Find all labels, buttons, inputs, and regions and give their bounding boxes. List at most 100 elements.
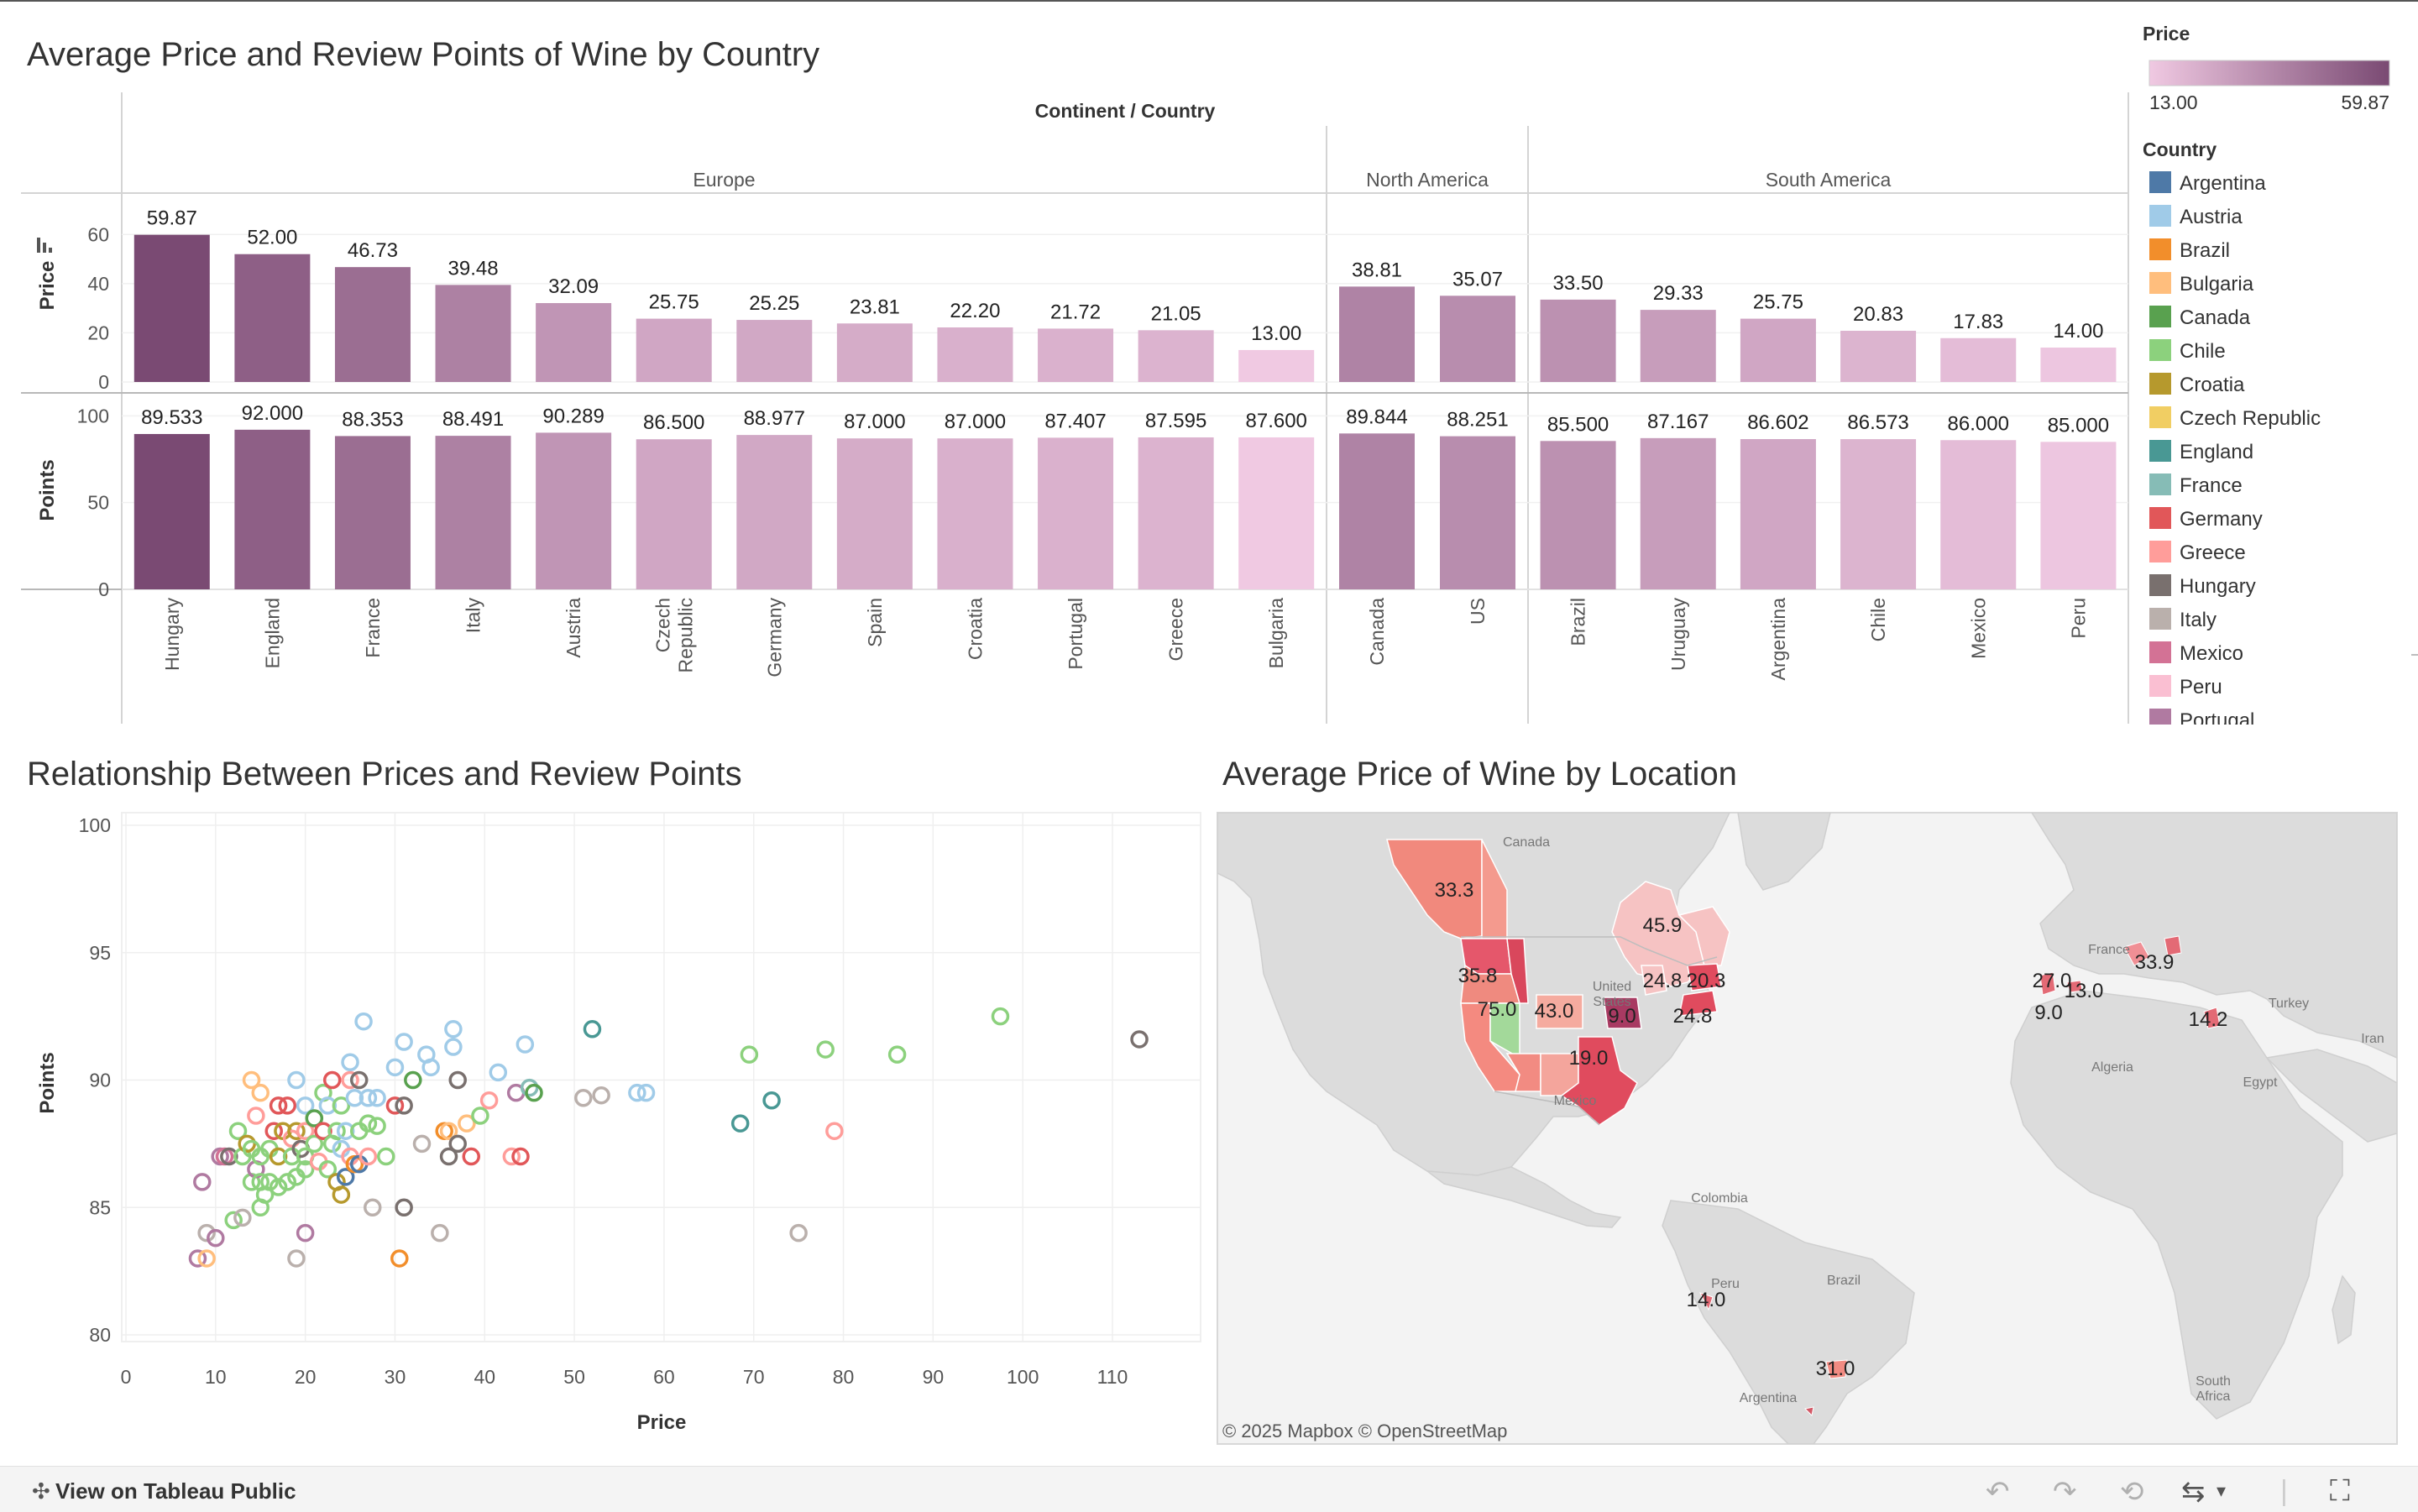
region-arizona[interactable]: [1505, 1053, 1541, 1092]
scatter-point[interactable]: [385, 1058, 405, 1077]
scatter-point[interactable]: [296, 1223, 315, 1243]
scatter-point[interactable]: [516, 1035, 535, 1054]
points-bar-bulgaria[interactable]: [1238, 437, 1315, 589]
legend-label[interactable]: Greece: [2180, 541, 2246, 564]
scatter-point[interactable]: [412, 1134, 432, 1154]
scatter-point[interactable]: [448, 1134, 467, 1154]
region-quebec[interactable]: [1677, 906, 1730, 966]
legend-label[interactable]: Peru: [2180, 676, 2222, 698]
scatter-point[interactable]: [471, 1107, 489, 1125]
price-bar-germany[interactable]: [736, 320, 813, 382]
points-bar-peru[interactable]: [2040, 442, 2117, 589]
points-bar-mexico[interactable]: [1940, 440, 2017, 589]
legend-label[interactable]: Canada: [2180, 306, 2251, 329]
points-bar-us[interactable]: [1440, 436, 1515, 589]
points-bar-czech-republic[interactable]: [636, 439, 712, 589]
scatter-point[interactable]: [385, 1096, 405, 1115]
legend-swatch[interactable]: [2149, 709, 2171, 730]
region-peru[interactable]: [1699, 1292, 1714, 1311]
scatter-point[interactable]: [583, 1020, 602, 1039]
legend-swatch[interactable]: [2149, 373, 2171, 395]
legend-swatch[interactable]: [2149, 541, 2171, 562]
scatter-point[interactable]: [816, 1040, 835, 1059]
legend-swatch[interactable]: [2149, 574, 2171, 596]
scatter-point[interactable]: [991, 1007, 1010, 1026]
fullscreen-icon[interactable]: ⛶: [2330, 1475, 2350, 1507]
scatter-point[interactable]: [520, 1078, 539, 1097]
legend-label[interactable]: Argentina: [2180, 172, 2266, 195]
share-dropdown-icon[interactable]: ▾: [2216, 1480, 2227, 1501]
points-bar-greece[interactable]: [1138, 437, 1214, 589]
legend-label[interactable]: Portugal: [2180, 709, 2254, 732]
scatter-point[interactable]: [314, 1122, 332, 1140]
region-uruguay[interactable]: [1825, 1359, 1848, 1379]
scatter-point[interactable]: [349, 1070, 369, 1090]
scatter-point[interactable]: [322, 1070, 342, 1090]
price-bar-canada[interactable]: [1339, 286, 1415, 382]
price-bar-argentina[interactable]: [1740, 318, 1816, 382]
scatter-point[interactable]: [439, 1147, 458, 1166]
legend-label[interactable]: Austria: [2180, 206, 2243, 228]
scatter-point[interactable]: [395, 1033, 413, 1051]
region-michigan[interactable]: [1641, 965, 1667, 996]
scatter-point[interactable]: [318, 1096, 338, 1115]
scatter-point[interactable]: [224, 1211, 243, 1230]
region-ontario[interactable]: [1611, 881, 1705, 987]
legend-swatch[interactable]: [2149, 675, 2171, 697]
scatter-point[interactable]: [305, 1134, 324, 1154]
legend-label[interactable]: Mexico: [2180, 642, 2243, 665]
scatter-point[interactable]: [341, 1053, 359, 1072]
scatter-point[interactable]: [188, 1249, 207, 1268]
points-bar-canada[interactable]: [1339, 433, 1415, 589]
scatter-point[interactable]: [332, 1096, 351, 1115]
price-bar-bulgaria[interactable]: [1238, 349, 1315, 382]
scatter-point[interactable]: [368, 1117, 386, 1135]
scatter-point[interactable]: [251, 1083, 270, 1102]
points-bar-portugal[interactable]: [1038, 437, 1114, 589]
scatter-point[interactable]: [404, 1070, 422, 1090]
scatter-point[interactable]: [278, 1173, 297, 1191]
points-bar-austria[interactable]: [536, 432, 612, 589]
scatter-point[interactable]: [305, 1109, 324, 1127]
scatter-point[interactable]: [287, 1122, 306, 1140]
scatter-point[interactable]: [479, 1091, 499, 1110]
scatter-point[interactable]: [296, 1096, 315, 1115]
scatter-point[interactable]: [287, 1070, 306, 1090]
scatter-point[interactable]: [458, 1114, 476, 1133]
scatter-point[interactable]: [364, 1198, 382, 1216]
points-bar-france[interactable]: [334, 436, 411, 589]
scatter-point[interactable]: [220, 1147, 238, 1166]
legend-label[interactable]: England: [2180, 441, 2253, 463]
scatter-point[interactable]: [448, 1070, 467, 1090]
scatter-point[interactable]: [296, 1122, 315, 1140]
sort-icon[interactable]: [37, 238, 52, 253]
scatter-point[interactable]: [789, 1223, 808, 1243]
scatter-point[interactable]: [318, 1159, 338, 1179]
legend-swatch[interactable]: [2149, 608, 2171, 630]
legend-swatch[interactable]: [2149, 473, 2171, 495]
region-spain[interactable]: [2066, 980, 2083, 993]
scatter-point[interactable]: [278, 1096, 297, 1115]
map-view[interactable]: Canada United States Mexico Colombia Peru Braz…: [1217, 812, 2398, 1445]
view-on-tableau-link[interactable]: View on Tableau Public: [55, 1478, 296, 1504]
scatter-point[interactable]: [489, 1063, 508, 1082]
scatter-point[interactable]: [327, 1122, 346, 1140]
region-hungary[interactable]: [2123, 941, 2150, 966]
legend-swatch[interactable]: [2149, 306, 2171, 327]
scatter-point[interactable]: [462, 1147, 480, 1166]
scatter-point[interactable]: [377, 1147, 395, 1166]
legend-label[interactable]: Germany: [2180, 508, 2263, 531]
scatter-point[interactable]: [336, 1122, 355, 1140]
points-bar-hungary[interactable]: [133, 433, 210, 589]
scatter-point[interactable]: [368, 1088, 386, 1107]
price-bar-uruguay[interactable]: [1640, 310, 1716, 382]
scatter-point[interactable]: [354, 1012, 373, 1031]
scatter-point[interactable]: [359, 1147, 378, 1166]
scatter-point[interactable]: [511, 1147, 530, 1166]
legend-swatch[interactable]: [2149, 406, 2171, 428]
scatter-point[interactable]: [341, 1070, 359, 1090]
scatter-point[interactable]: [336, 1168, 355, 1186]
points-bar-argentina[interactable]: [1740, 439, 1816, 589]
points-bar-chile[interactable]: [1840, 439, 1917, 589]
scatter-point[interactable]: [269, 1096, 288, 1115]
